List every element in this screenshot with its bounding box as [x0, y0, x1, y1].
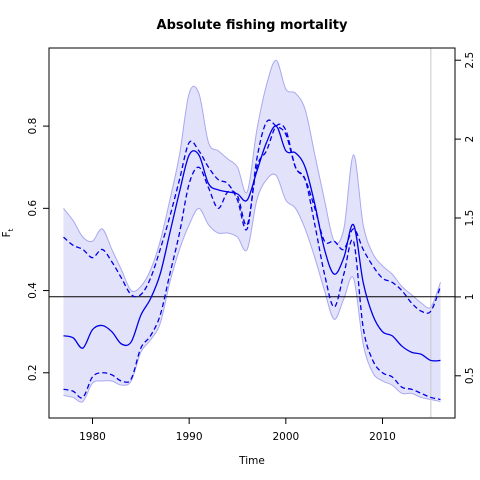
y-axis-label-main: F [1, 231, 13, 237]
x-tick-label-2010: 2010 [369, 431, 396, 443]
y-tick-label-0.6: 0.6 [27, 200, 39, 217]
x-tick-label-1980: 1980 [79, 431, 106, 443]
y2-tick-label-1: 1 [464, 294, 476, 301]
ci-band-lower-edge [63, 173, 441, 403]
y-tick-label-0.4: 0.4 [27, 282, 39, 299]
y-axis-label: Ft [1, 228, 15, 237]
y2-tick-label-2.5: 2.5 [464, 52, 476, 69]
chart-title: Absolute fishing mortality [157, 18, 348, 33]
ci-band-fill [63, 60, 441, 403]
plot-area [49, 48, 455, 418]
plot-frame [48, 47, 456, 419]
x-axis-label: Time [238, 455, 265, 467]
y2-tick-label-2: 2 [464, 136, 476, 143]
series-dashed-lower [63, 123, 441, 401]
ci-band-upper-edge [63, 59, 441, 309]
y-axis-label-subscript: t [7, 228, 15, 231]
series-solid-line [63, 125, 441, 362]
y-tick-label-0.2: 0.2 [27, 364, 39, 381]
y2-tick-label-1.5: 1.5 [464, 210, 476, 227]
x-tick-label-1990: 1990 [176, 431, 203, 443]
y2-tick-label-0.5: 0.5 [464, 367, 476, 384]
x-tick-label-2000: 2000 [272, 431, 299, 443]
y-tick-label-0.8: 0.8 [27, 118, 39, 135]
